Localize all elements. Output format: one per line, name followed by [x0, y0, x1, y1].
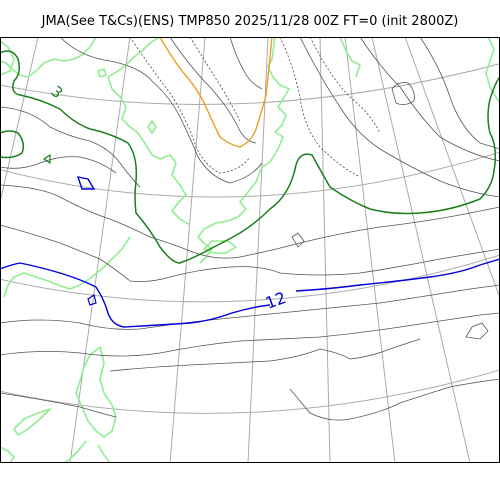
isotherm-line	[0, 312, 500, 357]
graticule-parallels	[0, 63, 500, 414]
meridian-line	[69, 37, 131, 463]
isotherm-12-small	[87, 294, 97, 306]
isotherm-line	[419, 37, 500, 150]
isotherm-dotted	[129, 37, 251, 174]
isotherm-line	[0, 392, 117, 418]
coastline-small-2	[203, 240, 237, 254]
isotherm-line	[465, 322, 489, 340]
coastline-east-asia	[197, 37, 290, 264]
map-panel: 3 12	[0, 37, 500, 463]
isotherm-line	[391, 82, 415, 105]
contour-label-3: 3	[47, 82, 66, 102]
isotherm-line	[0, 106, 141, 188]
parallel-line	[0, 369, 500, 414]
meridian-line	[371, 37, 471, 463]
meridian-line	[344, 37, 396, 463]
graticule-meridians	[0, 37, 500, 463]
isotherm-12-loop	[76, 176, 96, 190]
contour-label-12: 12	[263, 288, 289, 313]
isotherm-line	[169, 37, 257, 144]
isotherm-dotted	[279, 37, 361, 178]
isotherms-negative	[129, 37, 381, 178]
isotherm-3	[0, 50, 500, 264]
isotherm-line	[359, 37, 500, 162]
isotherms	[0, 37, 500, 421]
coastline-left-edge	[0, 446, 15, 463]
coastline-small-3	[97, 68, 107, 78]
coastline-south-islands	[63, 440, 111, 463]
isotherm-dotted	[189, 37, 241, 122]
weather-map: 3 12	[0, 37, 500, 463]
map-title: JMA(See T&Cs)(ENS) TMP850 2025/11/28 00Z…	[41, 14, 459, 29]
meridian-line	[404, 37, 500, 300]
isotherm-line	[289, 378, 500, 421]
isotherm-3-loop	[0, 130, 25, 159]
coastline-china-south	[3, 236, 131, 298]
parallel-line	[0, 254, 500, 303]
parallel-line	[0, 63, 500, 105]
isotherm-zero	[159, 37, 273, 148]
isotherm-line	[0, 284, 500, 330]
meridian-line	[247, 37, 269, 463]
isotherm-12-cont	[295, 258, 500, 292]
coastline-yellow-sea	[0, 37, 97, 78]
meridian-line	[0, 37, 39, 205]
isotherm-12	[0, 262, 271, 328]
coastline-taiwan	[75, 346, 117, 438]
isotherm-dotted	[309, 37, 381, 134]
isotherm-3-small	[42, 153, 51, 165]
isotherm-line	[0, 156, 117, 174]
isotherm-line	[109, 338, 421, 372]
coastline-northwest	[0, 40, 15, 76]
meridian-line	[319, 37, 331, 463]
coastlines	[0, 37, 500, 463]
isotherm-line	[299, 37, 500, 198]
isotherm-line	[291, 232, 305, 248]
coastline-island-left	[13, 408, 51, 436]
map-border	[0, 37, 500, 463]
isotherm-line	[229, 37, 263, 90]
isotherm-line	[0, 224, 500, 282]
coastline-small-1	[147, 120, 157, 134]
coastline-northeast	[339, 37, 500, 104]
isotherm-line	[59, 37, 263, 184]
